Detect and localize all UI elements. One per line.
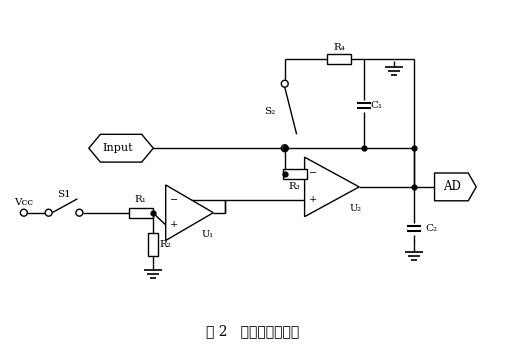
Text: U₁: U₁ [201,230,213,239]
Text: +: + [309,196,317,204]
Text: U₂: U₂ [348,204,361,213]
Text: S₂: S₂ [264,106,275,116]
Text: −: − [309,169,317,178]
Text: R₄: R₄ [333,42,344,51]
Text: AD: AD [442,180,461,194]
Text: R₂: R₂ [160,240,171,249]
Bar [327,54,350,64]
Circle shape [20,209,27,216]
Polygon shape [434,173,475,201]
Text: C₁: C₁ [369,101,381,110]
Circle shape [281,145,288,152]
Text: Vcc: Vcc [14,198,33,207]
Text: R₁: R₁ [135,195,146,204]
Circle shape [45,209,52,216]
Text: 图 2   信号调理电路图: 图 2 信号调理电路图 [206,324,299,338]
Polygon shape [304,157,359,217]
Bar [129,208,153,218]
Polygon shape [165,185,213,240]
Text: R₃: R₃ [288,182,300,191]
Text: −: − [169,196,177,205]
Text: Input: Input [103,143,133,153]
Polygon shape [89,134,153,162]
Bar [282,169,306,179]
Text: C₂: C₂ [425,224,437,233]
Text: S1: S1 [57,190,71,199]
Text: +: + [169,220,177,229]
Circle shape [281,80,288,87]
Circle shape [76,209,83,216]
Bar [147,232,158,256]
